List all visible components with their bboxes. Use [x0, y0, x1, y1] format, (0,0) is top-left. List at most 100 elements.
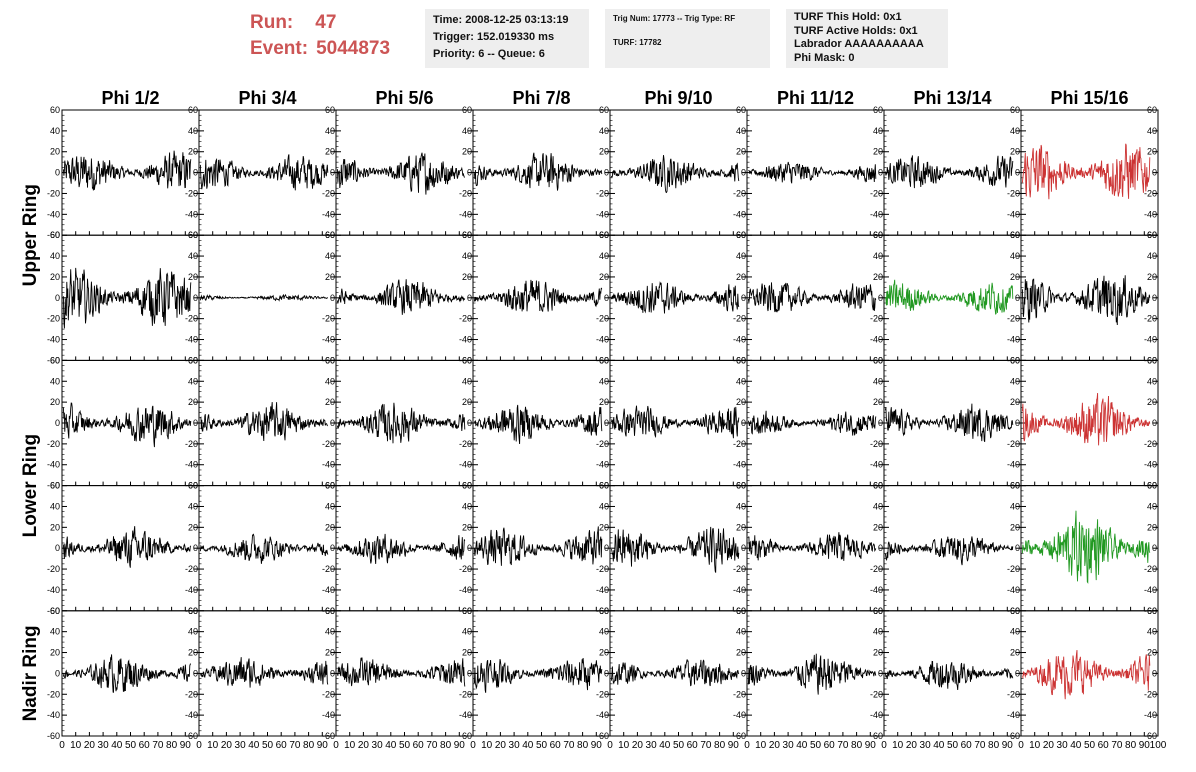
- y-tick-label: 40: [188, 126, 198, 136]
- x-tick-label: 10: [207, 740, 219, 751]
- y-tick-label: -40: [1144, 460, 1157, 470]
- y-tick-label: 0: [1152, 293, 1157, 303]
- y-tick-label: 60: [50, 105, 60, 115]
- y-tick-label: 60: [1147, 105, 1157, 115]
- y-tick-label: -20: [1007, 439, 1020, 449]
- x-tick-label: 50: [947, 740, 959, 751]
- y-tick-label: 20: [599, 272, 609, 282]
- y-tick-label: 60: [462, 105, 472, 115]
- y-tick-label: -40: [1007, 209, 1020, 219]
- y-tick-label: 20: [873, 272, 883, 282]
- y-tick-label: -40: [459, 335, 472, 345]
- y-tick-label: 20: [188, 397, 198, 407]
- x-tick-label: 30: [372, 740, 384, 751]
- x-tick-label: 40: [385, 740, 397, 751]
- y-tick-label: 0: [878, 543, 883, 553]
- y-tick-label: 0: [330, 668, 335, 678]
- y-tick-label: 0: [604, 418, 609, 428]
- y-tick-label: 40: [1147, 251, 1157, 261]
- waveform-trace: [610, 526, 740, 573]
- x-tick-label: 90: [1002, 740, 1014, 751]
- y-tick-label: -40: [870, 460, 883, 470]
- x-tick-label: 20: [221, 740, 233, 751]
- event-label: Event:: [250, 38, 309, 59]
- waveform-trace: [199, 154, 329, 191]
- y-tick-label: -20: [596, 188, 609, 198]
- x-tick-label: 30: [235, 740, 247, 751]
- y-tick-label: 40: [50, 126, 60, 136]
- x-tick-label: 90: [728, 740, 740, 751]
- y-tick-label: -40: [185, 460, 198, 470]
- y-tick-label: 20: [873, 397, 883, 407]
- y-tick-label: -40: [185, 335, 198, 345]
- y-tick-label: 60: [873, 355, 883, 365]
- y-tick-label: 40: [462, 501, 472, 511]
- y-tick-label: -60: [1144, 731, 1157, 741]
- waveform-trace: [884, 279, 1014, 315]
- x-tick-label: 0: [1018, 740, 1024, 751]
- x-tick-label: 40: [933, 740, 945, 751]
- x-tick-label: 20: [769, 740, 781, 751]
- y-tick-label: -20: [1144, 564, 1157, 574]
- column-header: Phi 9/10: [644, 88, 712, 108]
- y-tick-label: 20: [599, 147, 609, 157]
- x-tick-label: 70: [426, 740, 438, 751]
- y-tick-label: -60: [322, 731, 335, 741]
- y-tick-label: 40: [1010, 627, 1020, 637]
- y-tick-label: 40: [50, 627, 60, 637]
- y-tick-label: 40: [599, 627, 609, 637]
- y-tick-label: -40: [185, 209, 198, 219]
- y-tick-label: 0: [1152, 418, 1157, 428]
- x-tick-label: 0: [59, 740, 65, 751]
- y-tick-label: -20: [47, 188, 60, 198]
- y-tick-label: -40: [870, 209, 883, 219]
- y-tick-label: 60: [188, 105, 198, 115]
- y-tick-label: -40: [1144, 710, 1157, 720]
- y-tick-label: 60: [325, 606, 335, 616]
- y-tick-label: 60: [736, 481, 746, 491]
- column-header: Phi 3/4: [238, 88, 296, 108]
- time-text: Time: 2008-12-25 03:13:19: [433, 14, 569, 26]
- y-tick-label: -20: [322, 564, 335, 574]
- y-tick-label: -20: [870, 439, 883, 449]
- waveform-trace: [200, 402, 328, 442]
- x-tick-label: 50: [810, 740, 822, 751]
- x-tick-label: 90: [454, 740, 466, 751]
- x-tick-label: 50: [399, 740, 411, 751]
- y-tick-label: 0: [55, 168, 60, 178]
- x-tick-label: 50: [1084, 740, 1096, 751]
- y-tick-label: 20: [325, 648, 335, 658]
- y-tick-label: 60: [50, 606, 60, 616]
- y-tick-label: 0: [1015, 293, 1020, 303]
- waveform-trace: [1021, 275, 1151, 326]
- x-tick-label: 40: [1070, 740, 1082, 751]
- y-tick-label: 0: [604, 543, 609, 553]
- x-tick-label: 70: [974, 740, 986, 751]
- y-tick-label: 40: [188, 376, 198, 386]
- y-tick-label: 20: [188, 648, 198, 658]
- y-tick-label: -60: [47, 230, 60, 240]
- x-tick-label: 0: [333, 740, 339, 751]
- y-tick-label: -20: [459, 314, 472, 324]
- waveform-trace: [473, 658, 603, 693]
- column-header: Phi 11/12: [777, 88, 854, 108]
- event-value: 5044873: [316, 38, 391, 59]
- y-tick-label: -40: [322, 460, 335, 470]
- y-tick-label: 0: [330, 168, 335, 178]
- x-tick-label: 80: [714, 740, 726, 751]
- x-tick-label: 70: [289, 740, 301, 751]
- y-tick-label: 20: [50, 147, 60, 157]
- ring-label: Lower Ring: [20, 434, 41, 537]
- x-tick-label: 10: [892, 740, 904, 751]
- turf-this-hold-text: TURF This Hold: 0x1: [794, 11, 902, 23]
- y-tick-label: -20: [1007, 188, 1020, 198]
- y-tick-label: 40: [1147, 126, 1157, 136]
- waveform-trace: [199, 293, 328, 302]
- y-tick-label: -20: [322, 314, 335, 324]
- x-tick-label: 80: [1125, 740, 1137, 751]
- y-tick-label: -20: [1007, 314, 1020, 324]
- turf-info-box: TURF This Hold: 0x1 TURF Active Holds: 0…: [786, 9, 948, 68]
- y-tick-label: 60: [462, 481, 472, 491]
- x-tick-label: 40: [522, 740, 534, 751]
- phi-mask-text: Phi Mask: 0: [794, 51, 855, 64]
